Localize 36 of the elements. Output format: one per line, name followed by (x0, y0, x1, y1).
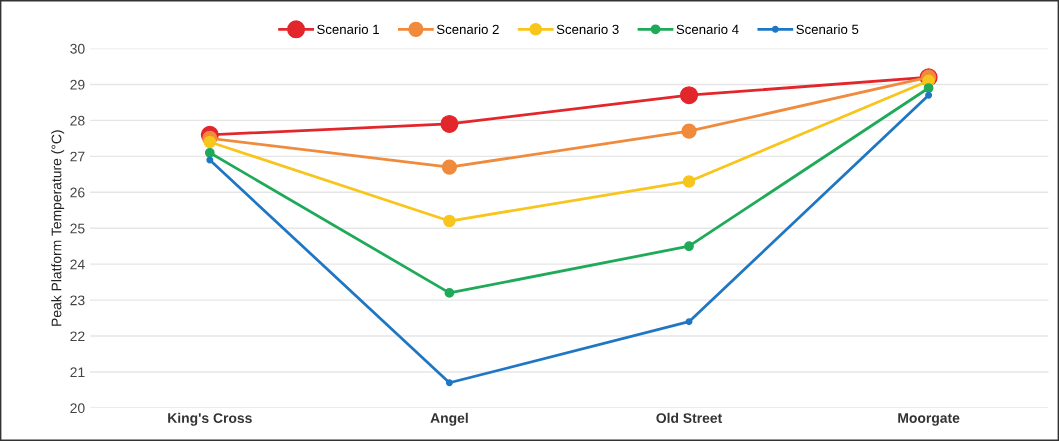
y-tick-label: 24 (70, 259, 85, 270)
point (681, 123, 697, 139)
x-tick-label: King's Cross (168, 412, 252, 426)
y-tick-label: 21 (70, 367, 85, 378)
y-tick-label: 26 (70, 187, 85, 198)
legend-label: Scenario 3 (556, 24, 619, 35)
point (443, 214, 456, 228)
y-tick-label: 23 (70, 295, 85, 306)
point (441, 159, 458, 175)
point (444, 288, 455, 298)
x-tick-label: Old Street (656, 412, 723, 423)
y-tick-label: 25 (70, 223, 85, 234)
legend-label: Scenario 5 (796, 24, 859, 35)
point (445, 379, 453, 387)
point (679, 86, 699, 105)
legend-label: Scenario 2 (436, 24, 499, 35)
y-tick-label: 20 (70, 403, 85, 414)
point (925, 91, 933, 99)
point (440, 114, 459, 134)
legend-label: Scenario 4 (676, 24, 739, 35)
y-tick-label: 27 (70, 151, 85, 162)
legend-label: Scenario 1 (317, 24, 379, 35)
y-tick-label: 22 (70, 331, 85, 342)
point (684, 241, 694, 252)
point (685, 318, 693, 326)
y-axis-title: Peak Platform Temperature (°C) (51, 130, 65, 326)
y-tick-label: 28 (70, 115, 85, 126)
y-tick-label: 29 (70, 79, 85, 90)
point (203, 135, 217, 149)
point (923, 83, 934, 93)
point (204, 147, 215, 158)
point (206, 156, 214, 164)
x-tick-label: Angel (430, 412, 468, 426)
x-tick-label: Moorgate (898, 413, 960, 426)
point (682, 175, 696, 188)
y-tick-label: 30 (70, 43, 85, 54)
